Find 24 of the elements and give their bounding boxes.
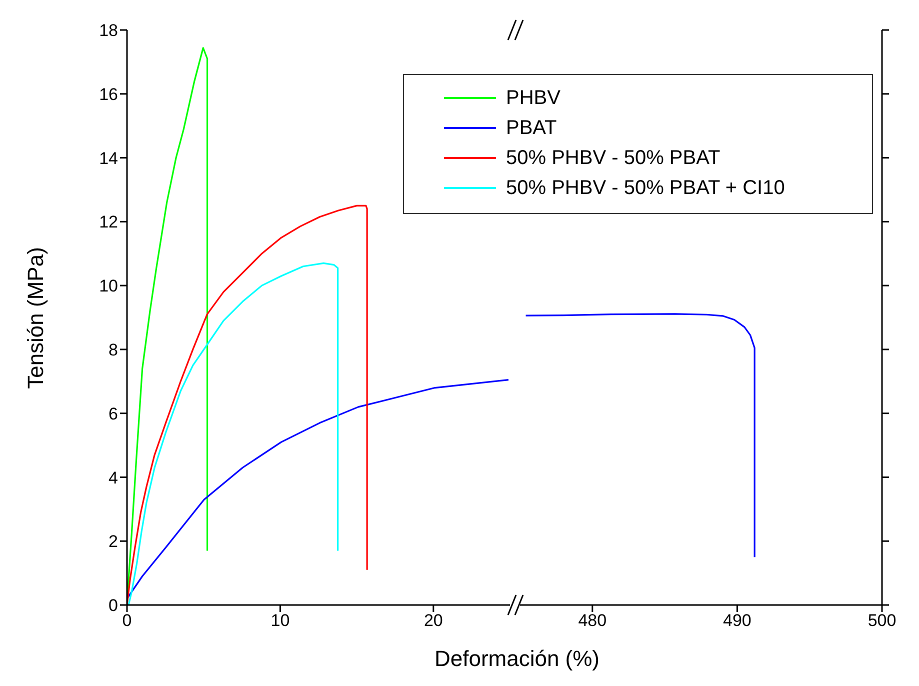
legend-label: PHBV	[506, 86, 560, 110]
y-tick-label: 6	[108, 404, 118, 424]
x-axis-title: Deformación (%)	[433, 646, 601, 672]
x-tick-label: 20	[424, 611, 443, 630]
y-tick-label: 14	[99, 148, 118, 168]
y-tick-label: 18	[99, 21, 118, 40]
x-tick-label: 0	[122, 611, 132, 630]
y-tick-label: 16	[99, 84, 118, 104]
y-tick-label: 2	[108, 532, 118, 552]
legend-label: 50% PHBV - 50% PBAT	[506, 146, 720, 170]
line-series	[128, 262, 339, 605]
x-tick-label: 490	[723, 611, 752, 630]
y-tick-label: 12	[99, 212, 118, 232]
y-tick-label: 0	[108, 596, 118, 616]
line-series	[127, 378, 510, 600]
y-tick-label: 4	[108, 468, 118, 488]
x-tick-label: 10	[270, 611, 290, 630]
x-tick-label: 480	[578, 611, 607, 630]
legend-label: PBAT	[506, 116, 557, 140]
x-tick-label: 500	[868, 611, 896, 630]
legend-label: 50% PHBV - 50% PBAT + CI10	[506, 176, 785, 200]
y-tick-label: 8	[108, 340, 118, 360]
y-tick-label: 10	[99, 276, 118, 296]
y-axis-title: Tensión (MPa)	[23, 246, 49, 388]
